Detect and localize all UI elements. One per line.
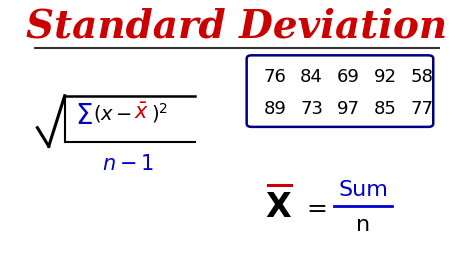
Text: 85: 85 xyxy=(374,100,397,118)
Text: 76: 76 xyxy=(264,68,286,86)
Text: 97: 97 xyxy=(337,100,360,118)
Text: 73: 73 xyxy=(300,100,323,118)
Text: $\mathbf{X}$: $\mathbf{X}$ xyxy=(265,191,292,224)
Text: Standard Deviation: Standard Deviation xyxy=(27,8,447,46)
Text: 58: 58 xyxy=(410,68,433,86)
Text: 69: 69 xyxy=(337,68,360,86)
Text: 77: 77 xyxy=(410,100,433,118)
Text: $n-1$: $n-1$ xyxy=(101,153,154,174)
Text: $)^{2}$: $)^{2}$ xyxy=(151,101,168,125)
Text: Sum: Sum xyxy=(338,180,388,200)
Text: 89: 89 xyxy=(264,100,286,118)
Text: $\Sigma$: $\Sigma$ xyxy=(75,102,92,130)
Text: 92: 92 xyxy=(374,68,397,86)
Text: n: n xyxy=(356,215,370,235)
FancyBboxPatch shape xyxy=(246,55,433,127)
Text: $=$: $=$ xyxy=(302,196,328,219)
Text: $(x-$: $(x-$ xyxy=(93,103,133,123)
Text: 84: 84 xyxy=(300,68,323,86)
Text: $\bar{x}$: $\bar{x}$ xyxy=(134,103,149,123)
